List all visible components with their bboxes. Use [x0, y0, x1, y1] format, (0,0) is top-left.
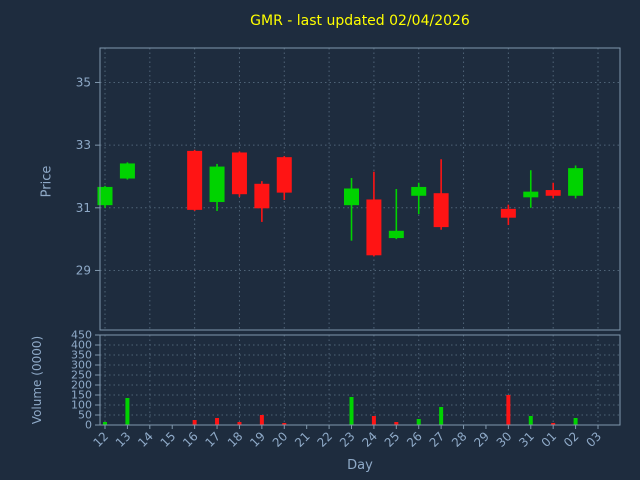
svg-text:200: 200 [71, 379, 92, 392]
svg-text:28: 28 [449, 429, 470, 450]
svg-text:400: 400 [71, 339, 92, 352]
svg-text:02: 02 [561, 429, 582, 450]
svg-text:14: 14 [135, 429, 156, 450]
svg-text:50: 50 [78, 409, 92, 422]
chart-title: GMR - last updated 02/04/2026 [250, 13, 470, 29]
svg-text:01: 01 [539, 429, 560, 450]
svg-text:30: 30 [494, 429, 515, 450]
svg-text:150: 150 [71, 389, 92, 402]
svg-text:20: 20 [270, 429, 291, 450]
svg-text:450: 450 [71, 329, 92, 342]
svg-text:19: 19 [247, 429, 268, 450]
svg-text:31: 31 [516, 429, 537, 450]
svg-text:12: 12 [90, 429, 111, 450]
svg-text:03: 03 [583, 429, 604, 450]
svg-text:21: 21 [292, 429, 313, 450]
svg-text:31: 31 [76, 201, 91, 215]
svg-text:350: 350 [71, 349, 92, 362]
svg-text:29: 29 [471, 429, 492, 450]
svg-text:25: 25 [382, 429, 403, 450]
svg-text:18: 18 [225, 429, 246, 450]
svg-text:24: 24 [359, 429, 380, 450]
svg-text:26: 26 [404, 429, 425, 450]
svg-text:300: 300 [71, 359, 92, 372]
svg-text:22: 22 [315, 429, 336, 450]
svg-text:250: 250 [71, 369, 92, 382]
svg-text:27: 27 [427, 429, 448, 450]
svg-text:100: 100 [71, 399, 92, 412]
svg-text:35: 35 [76, 75, 91, 89]
svg-text:29: 29 [76, 263, 91, 277]
svg-text:0: 0 [85, 419, 92, 432]
svg-text:13: 13 [113, 429, 134, 450]
svg-text:15: 15 [158, 429, 179, 450]
x-axis-label: Day [347, 458, 373, 473]
svg-text:23: 23 [337, 429, 358, 450]
svg-text:33: 33 [76, 138, 91, 152]
svg-text:16: 16 [180, 429, 201, 450]
svg-text:17: 17 [202, 429, 223, 450]
